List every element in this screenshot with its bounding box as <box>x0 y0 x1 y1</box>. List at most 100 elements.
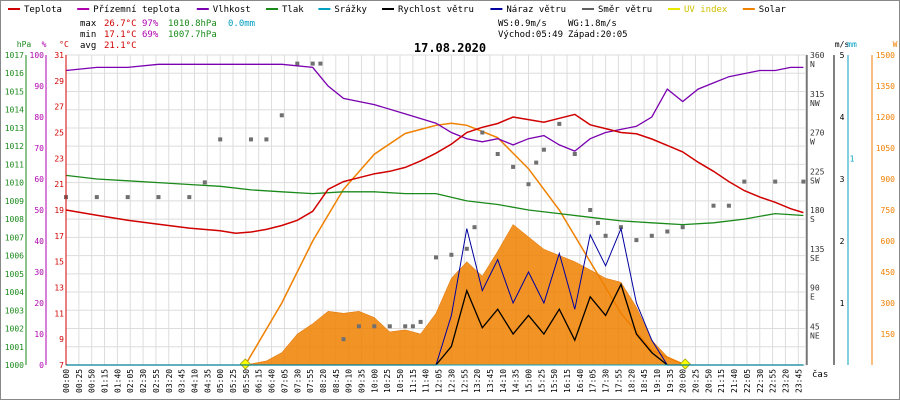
wind-dir-point-25 <box>495 152 500 156</box>
wind-dir-point-36 <box>634 238 639 243</box>
x-tick-27: 11:15 <box>409 369 418 393</box>
w-tick-3: 1050 <box>876 144 895 153</box>
hpa-tick-10: 1007 <box>5 233 24 242</box>
x-tick-5: 02:05 <box>126 369 135 393</box>
x-tick-6: 02:30 <box>139 369 148 393</box>
x-tick-7: 02:55 <box>152 369 161 393</box>
hpa-tick-0: 1017 <box>5 51 24 60</box>
degc-tick-0: 31 <box>54 51 64 60</box>
w-tick-0: 1500 <box>876 51 895 60</box>
wind-dir-point-28 <box>534 160 539 165</box>
wind-dir-point-42 <box>742 179 747 184</box>
ms-tick-3: 2 <box>840 237 845 246</box>
dir-tick-3: 225 <box>810 167 825 176</box>
line-vlhkost <box>65 63 804 152</box>
x-tick-41: 17:05 <box>589 369 598 393</box>
legend-label-8: UV index <box>684 5 728 15</box>
pct-tick-4: 60 <box>34 175 44 184</box>
x-tick-22: 09:10 <box>345 369 354 393</box>
x-tick-53: 22:05 <box>743 369 752 393</box>
degc-tick-1: 29 <box>54 77 64 86</box>
wind-dir-point-5 <box>202 180 207 185</box>
degc-tick-4: 23 <box>54 154 64 163</box>
dir-tick-label-5: SE <box>810 254 820 263</box>
x-tick-56: 23:20 <box>781 369 790 393</box>
x-tick-11: 04:35 <box>203 369 212 393</box>
legend-label-9: Solar <box>759 5 787 15</box>
hpa-tick-4: 1013 <box>5 124 24 133</box>
x-tick-55: 22:55 <box>769 369 778 393</box>
wind-dir-point-27 <box>526 182 531 187</box>
wind-dir-point-20 <box>434 255 438 260</box>
legend-label-4: Srážky <box>334 5 367 15</box>
stat-0-0: max <box>80 19 97 29</box>
wind-dir-point-40 <box>711 203 716 208</box>
wind-dir-point-24 <box>480 130 485 135</box>
hpa-tick-2: 1015 <box>5 88 24 97</box>
x-tick-45: 18:45 <box>640 369 649 393</box>
stat-2-0: avg <box>80 41 96 51</box>
mm-unit: mm <box>847 40 857 49</box>
degc-tick-11: 9 <box>59 335 64 344</box>
x-tick-28: 11:40 <box>422 369 431 393</box>
pct-tick-9: 10 <box>34 330 44 339</box>
degc-tick-10: 11 <box>54 309 64 318</box>
w-unit: W <box>893 40 898 49</box>
degc-tick-3: 25 <box>54 129 64 138</box>
x-tick-21: 08:45 <box>332 369 341 393</box>
x-tick-9: 03:45 <box>178 369 187 393</box>
x-tick-48: 20:00 <box>679 369 688 393</box>
sunset-marker <box>679 358 691 370</box>
stat-2-1: 21.1°C <box>104 41 137 51</box>
degc-tick-5: 21 <box>54 180 64 189</box>
x-tick-2: 00:50 <box>88 369 97 393</box>
wind-dir-point-13 <box>341 337 346 342</box>
wind-dir-point-7 <box>249 137 253 142</box>
stat-1-1: 17.1°C <box>104 30 137 40</box>
wind-dir-point-12 <box>318 61 323 66</box>
series-solar <box>239 122 691 370</box>
pct-tick-0: 100 <box>30 51 45 60</box>
degc-tick-6: 19 <box>54 206 64 215</box>
hpa-tick-15: 1002 <box>5 325 24 334</box>
wind-dir-point-31 <box>572 152 577 156</box>
wind-dir-point-34 <box>603 233 608 238</box>
x-tick-37: 15:25 <box>537 369 546 393</box>
x-tick-0: 00:00 <box>62 369 71 393</box>
wind-dir-point-16 <box>387 324 392 329</box>
ms-unit: m/s <box>835 40 850 49</box>
wind-dir-point-8 <box>264 137 269 142</box>
legend: Teplota Přízemní teplota Vlhkost Tlak Srážky… <box>8 5 786 15</box>
pct-tick-6: 40 <box>34 237 44 246</box>
series-lines <box>64 61 806 366</box>
dir-tick-label-1: NW <box>810 99 820 108</box>
x-tick-12: 05:00 <box>216 369 225 393</box>
hpa-tick-1: 1016 <box>5 69 24 78</box>
dir-tick-label-7: NE <box>810 331 820 340</box>
wind-dir-point-10 <box>295 61 300 66</box>
x-tick-46: 19:10 <box>653 369 662 393</box>
x-tick-15: 06:15 <box>255 369 264 393</box>
x-tick-29: 12:05 <box>435 369 444 393</box>
hpa-tick-11: 1006 <box>5 252 24 261</box>
x-tick-14: 05:50 <box>242 369 251 393</box>
legend-label-3: Tlak <box>282 5 304 15</box>
degc-tick-7: 17 <box>54 232 64 241</box>
w-tick-1: 1350 <box>876 82 895 91</box>
wind-dir-point-32 <box>588 208 593 212</box>
wind-dir-point-37 <box>649 233 654 238</box>
ms-tick-4: 1 <box>840 299 845 308</box>
stat-0-4: 0.0mm <box>228 19 255 29</box>
dir-tick-5: 135 <box>810 245 825 254</box>
stat-1-2: 69% <box>142 30 159 40</box>
x-tick-43: 17:55 <box>614 369 623 393</box>
w-tick-7: 450 <box>881 268 896 277</box>
x-axis-label: čas <box>812 369 828 380</box>
line-rychlost-v-tru <box>66 282 804 366</box>
pct-unit: % <box>42 40 47 49</box>
x-tick-19: 07:55 <box>306 369 315 393</box>
legend-label-1: Přízemní teplota <box>93 5 180 15</box>
x-tick-3: 01:15 <box>101 369 110 393</box>
dir-tick-2: 270 <box>810 129 825 138</box>
